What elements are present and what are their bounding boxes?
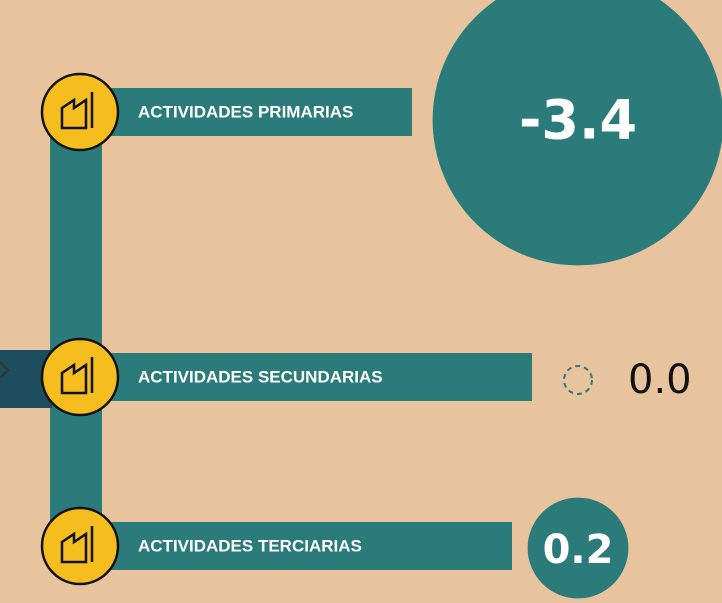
bubble [527, 497, 629, 599]
value-label: 0.2 [543, 527, 614, 573]
value-label: -3.4 [519, 89, 637, 152]
icon-glyph [60, 526, 94, 564]
bubble [432, 0, 722, 266]
category-bar [80, 353, 532, 401]
category-bar [80, 88, 412, 136]
category-label: ACTIVIDADES TERCIARIAS [138, 536, 362, 555]
icon-glyph [60, 357, 94, 395]
category-label: ACTIVIDADES SECUNDARIAS [138, 367, 383, 386]
arrow [0, 361, 10, 379]
category-icon [40, 337, 120, 417]
category-bar [80, 522, 512, 570]
category-icon [40, 72, 120, 152]
bubble [563, 365, 593, 395]
value-label: 0.0 [628, 357, 692, 403]
category-icon [40, 506, 120, 586]
connector [50, 110, 102, 540]
category-label: ACTIVIDADES PRIMARIAS [138, 102, 353, 121]
icon-glyph [60, 92, 94, 130]
